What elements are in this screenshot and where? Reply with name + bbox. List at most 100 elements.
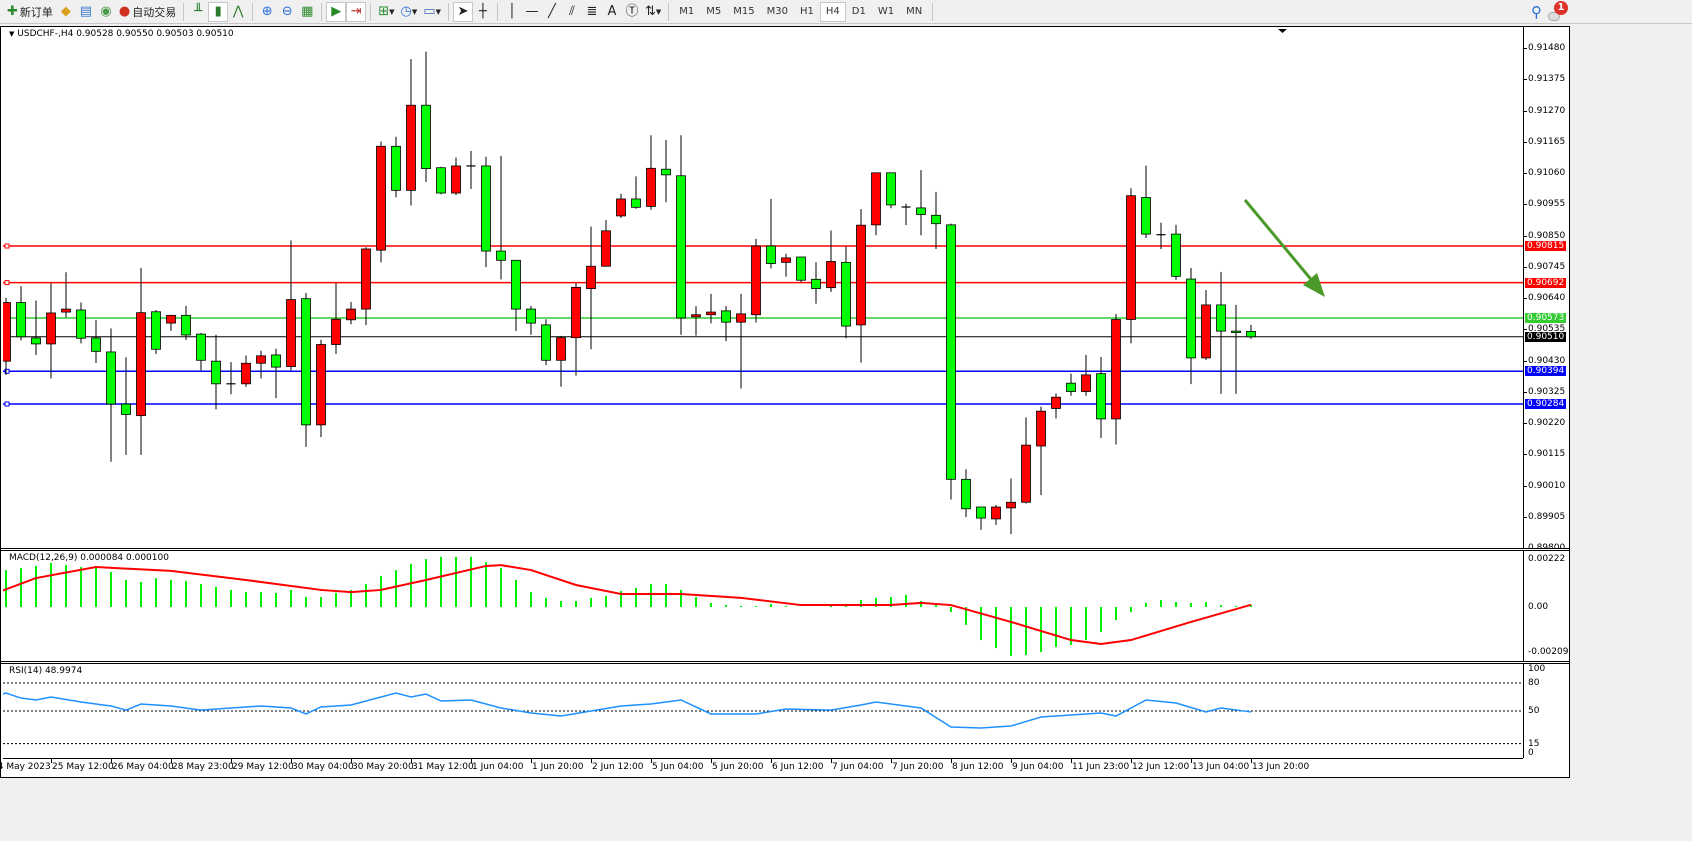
time-label: 12 Jun 12:00 <box>1132 762 1190 772</box>
macd-pane[interactable]: MACD(12,26,9) 0.000084 0.000100 <box>3 551 1523 661</box>
timeframe-mn[interactable]: MN <box>900 2 928 22</box>
tile-windows-button[interactable]: ▦ <box>297 2 317 22</box>
templates-button[interactable]: ▭ ▼ <box>420 2 444 22</box>
bar-chart-button[interactable]: ╨ <box>188 2 208 22</box>
candle-body <box>1141 197 1151 235</box>
line-chart-button[interactable]: ⋀ <box>228 2 248 22</box>
timeframe-m5[interactable]: M5 <box>700 2 727 22</box>
candle-body <box>496 250 506 261</box>
price-tick-label: 0.90640 <box>1528 293 1566 304</box>
search-icon[interactable]: ⚲ <box>1531 3 1542 21</box>
time-label: 24 May 2023 <box>0 762 51 772</box>
chart-window[interactable]: ▼ USDCHF-,H4 0.90528 0.90550 0.90503 0.9… <box>0 26 1570 778</box>
level-handle <box>4 280 10 286</box>
notifications-button[interactable]: 1 <box>1548 1 1568 21</box>
candle-body <box>991 506 1001 520</box>
candle-body <box>376 145 386 251</box>
candle-body <box>616 198 626 217</box>
pane-divider[interactable] <box>1 661 1569 664</box>
fibonacci-button[interactable]: ≣ <box>582 2 602 22</box>
new-order-button[interactable]: ✚ 新订单 <box>7 3 53 19</box>
pane-divider[interactable] <box>1 548 1569 551</box>
candle-body <box>241 362 251 385</box>
time-tick-mark <box>351 759 352 763</box>
timeframe-m30[interactable]: M30 <box>761 2 794 22</box>
candle-body <box>706 311 716 316</box>
candle-body <box>691 314 701 318</box>
price-tick-mark <box>1524 298 1527 300</box>
candle-body <box>1096 373 1106 420</box>
timeframe-m1[interactable]: M1 <box>673 2 700 22</box>
level-handle <box>4 401 10 407</box>
time-tick-mark <box>171 759 172 763</box>
signals-button[interactable]: ◉ <box>96 2 116 22</box>
rsi-tick-label: 0 <box>1528 748 1534 758</box>
candle-body <box>346 308 356 321</box>
time-tick-mark <box>531 759 532 763</box>
navigator-button[interactable]: ▤ <box>76 2 96 22</box>
chart-shift-button[interactable]: ⇥ <box>346 1 367 22</box>
zoom-out-button[interactable]: ⊖ <box>277 2 297 22</box>
price-chart-pane[interactable]: ▼ USDCHF-,H4 0.90528 0.90550 0.90503 0.9… <box>3 27 1523 548</box>
rsi-pane[interactable]: RSI(14) 48.9974 <box>3 664 1523 758</box>
timeframe-h4[interactable]: H4 <box>819 1 846 22</box>
time-tick-mark <box>1251 759 1252 763</box>
candle-body <box>421 104 431 170</box>
horizontal-line-button[interactable]: — <box>522 2 542 22</box>
equidistant-channel-button[interactable]: ⫽ <box>562 2 582 22</box>
cursor-button[interactable]: ➤ <box>452 1 473 22</box>
candle-body <box>856 224 866 326</box>
timeframe-d1[interactable]: D1 <box>846 2 872 22</box>
price-tick-mark <box>1524 516 1527 518</box>
timeframe-m15[interactable]: M15 <box>727 2 760 22</box>
price-tick-mark <box>1524 141 1527 143</box>
candle-body <box>556 337 566 361</box>
market-watch-button[interactable]: ◆ <box>56 2 76 22</box>
level-price-label: 0.90573 <box>1525 313 1567 324</box>
text-button[interactable]: A <box>602 2 622 22</box>
time-tick-mark <box>1011 759 1012 763</box>
candlestick-icon: ▮ <box>214 3 222 19</box>
price-tick-mark <box>1524 360 1527 362</box>
timeframe-h1[interactable]: H1 <box>794 2 820 22</box>
auto-scroll-icon: ▶ <box>331 3 342 19</box>
time-tick-mark <box>771 759 772 763</box>
candle-body <box>1201 304 1211 359</box>
macd-chart <box>3 556 1252 657</box>
timeframe-label: M5 <box>706 6 722 17</box>
vertical-line-button[interactable]: │ <box>502 2 522 22</box>
divider <box>447 2 449 21</box>
divider <box>668 2 670 21</box>
auto-scroll-button[interactable]: ▶ <box>326 1 347 22</box>
indicators-button[interactable]: ⊞ ▼ <box>375 2 397 22</box>
time-label: 30 May 20:00 <box>352 762 414 772</box>
divider <box>183 2 185 21</box>
chevron-down-icon: ▼ <box>411 7 418 16</box>
time-tick-mark <box>1191 759 1192 763</box>
time-label: 26 May 04:00 <box>112 762 174 772</box>
window-background <box>1571 26 1692 778</box>
timeframe-w1[interactable]: W1 <box>872 2 900 22</box>
price-axis[interactable]: 0.91480 0.91375 0.91270 0.91165 0.91060 0.909… <box>1523 27 1569 553</box>
template-icon: ▭ <box>423 3 436 19</box>
candle-body <box>1066 382 1076 392</box>
price-tick-label: 0.91060 <box>1528 168 1566 179</box>
rsi-tick-label: 15 <box>1528 738 1540 749</box>
arrows-button[interactable]: ⇅ ▼ <box>642 2 664 22</box>
candle-body <box>736 313 746 323</box>
time-label: 13 Jun 20:00 <box>1252 762 1310 772</box>
periods-button[interactable]: ◷ ▼ <box>398 2 421 22</box>
candlestick-button[interactable]: ▮ <box>208 1 229 22</box>
price-tick-mark <box>1524 79 1527 81</box>
timeframe-label: MN <box>906 6 923 17</box>
time-label: 7 Jun 20:00 <box>892 762 944 772</box>
crosshair-button[interactable]: ┼ <box>473 2 493 22</box>
bar-chart-icon: ╨ <box>194 3 203 19</box>
zoom-in-button[interactable]: ⊕ <box>257 2 277 22</box>
rsi-tick-label: 100 <box>1528 664 1546 674</box>
trendline-button[interactable]: ╱ <box>542 2 562 22</box>
text-label-button[interactable]: Ⓣ <box>622 2 642 22</box>
candle-body <box>331 318 341 345</box>
auto-trading-button[interactable]: ● 自动交易 <box>118 3 177 19</box>
